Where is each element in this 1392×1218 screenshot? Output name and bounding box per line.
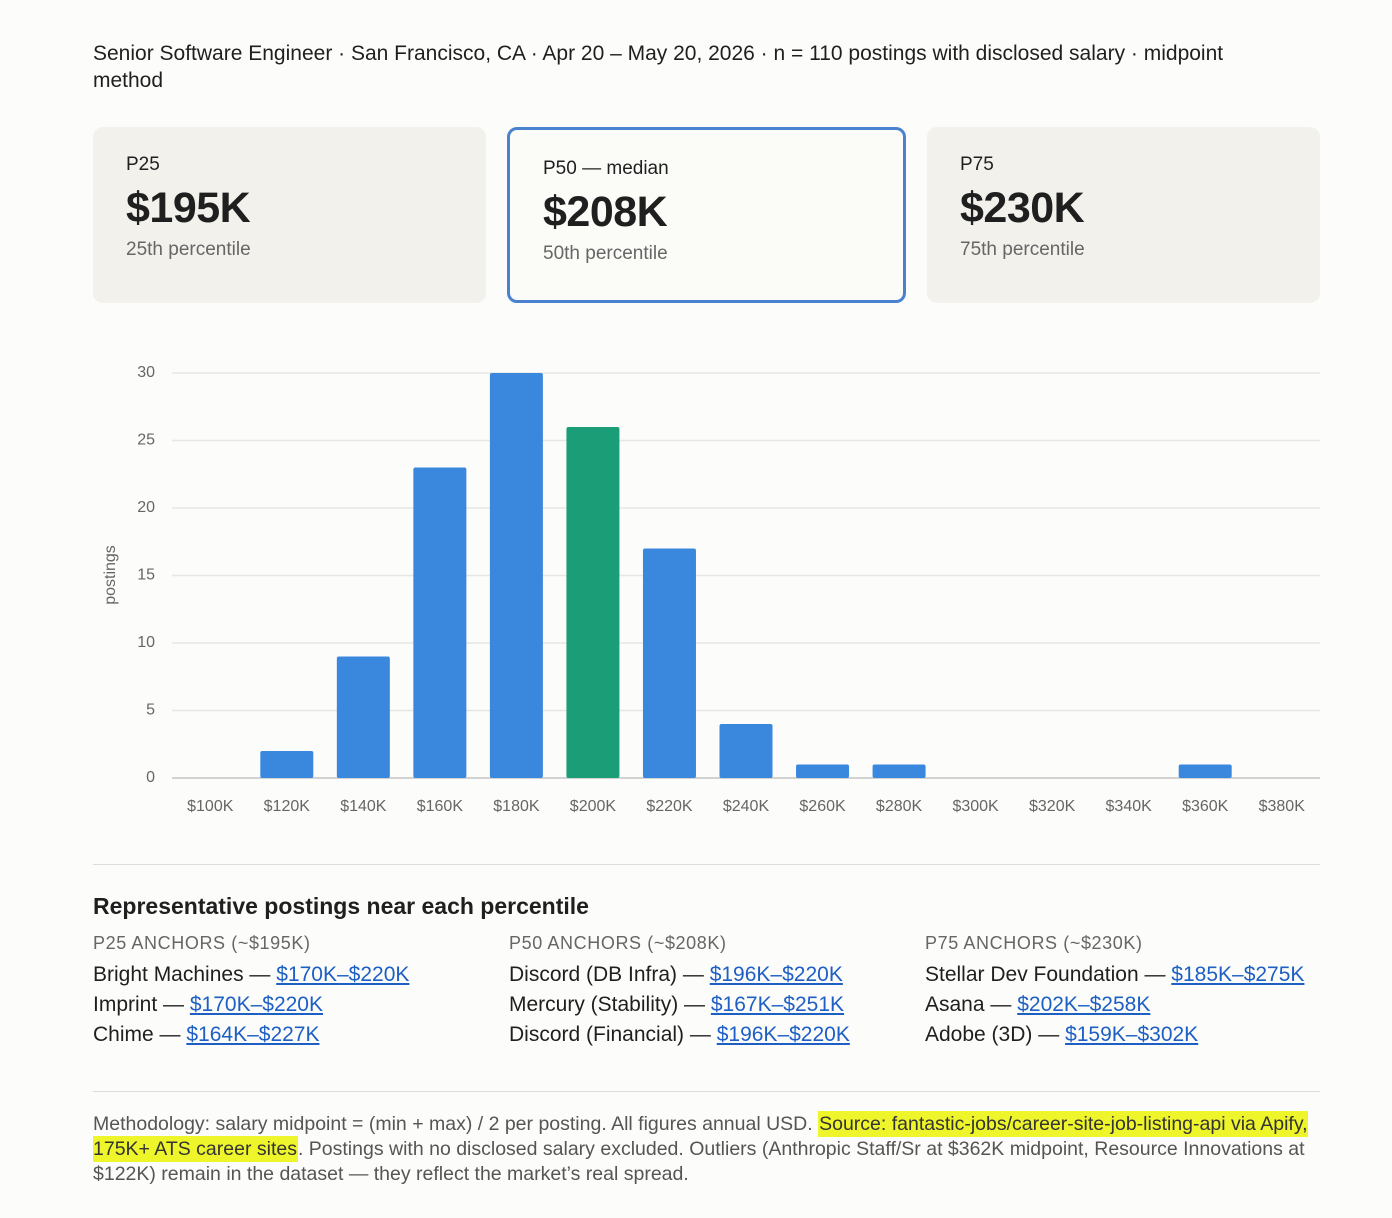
separator: — [1138, 963, 1172, 986]
card-value: $195K [126, 184, 251, 232]
card-caption: 75th percentile [960, 239, 1085, 260]
y-tick-label: 10 [137, 634, 155, 651]
card-value: $230K [960, 184, 1085, 232]
bar [642, 548, 696, 778]
posting-item: Mercury (Stability) — $167K–$251K [509, 990, 909, 1020]
card-label: P50 — median [543, 158, 669, 179]
x-tick-label: $160K [417, 798, 464, 815]
posting-item: Bright Machines — $170K–$220K [93, 960, 493, 990]
salary-link[interactable]: $167K–$251K [710, 993, 845, 1016]
x-tick-label: $100K [187, 798, 234, 815]
methodology-text: Methodology: salary midpoint = (min + ma… [93, 1113, 819, 1135]
company: Adobe (3D) [925, 1023, 1033, 1046]
company: Discord (DB Infra) [509, 963, 678, 986]
bar [489, 373, 543, 778]
y-tick-label: 15 [137, 567, 155, 584]
subtitle: Senior Software Engineer · San Francisco… [93, 42, 1224, 92]
card-label: P75 [960, 154, 994, 175]
bar [336, 656, 390, 778]
bar [872, 764, 926, 778]
posting-item: Discord (Financial) — $196K–$220K [509, 1020, 909, 1050]
y-tick-label: 5 [146, 702, 155, 719]
salary-link[interactable]: $196K–$220K [709, 963, 843, 986]
posting-column: P75 ANCHORS (~$230K) Stellar Dev Foundati… [925, 933, 1325, 1050]
x-tick-label: $300K [952, 798, 999, 815]
bar [796, 764, 850, 778]
divider [93, 864, 1320, 865]
company: Discord (Financial) [509, 1023, 685, 1046]
column-heading: P50 ANCHORS (~$208K) [509, 933, 727, 953]
y-tick-label: 20 [137, 499, 155, 516]
y-axis-label: postings [102, 545, 119, 605]
x-tick-label: $180K [493, 798, 540, 815]
bar [719, 724, 773, 778]
separator: — [243, 963, 277, 986]
posting-item: Adobe (3D) — $159K–$302K [925, 1020, 1325, 1050]
divider [93, 1091, 1320, 1092]
chart: 0 5 10 15 20 25 30 postings $100K $120K $140K $160K… [102, 364, 1320, 815]
x-tick-label: $320K [1029, 798, 1076, 815]
bar [566, 427, 620, 778]
x-tick-label: $220K [646, 798, 693, 815]
company: Asana [925, 993, 985, 1016]
section-title: Representative postings near each percen… [93, 893, 589, 919]
stat-cards: P25 $195K 25th percentile P50 — median $208K… [93, 127, 1320, 303]
company: Mercury (Stability) [509, 993, 679, 1016]
separator: — [678, 993, 711, 1016]
separator: — [153, 1023, 187, 1046]
separator: — [1032, 1023, 1066, 1046]
separator: — [684, 1023, 717, 1046]
bar [1178, 764, 1232, 778]
separator: — [677, 963, 710, 986]
card-caption: 25th percentile [126, 239, 251, 260]
posting-item: Asana — $202K–$258K [925, 990, 1325, 1020]
x-tick-label: $240K [723, 798, 770, 815]
company: Bright Machines [93, 963, 244, 986]
card-value: $208K [543, 188, 668, 236]
bar [413, 467, 467, 778]
x-tick-label: $340K [1106, 798, 1153, 815]
card-caption: 50th percentile [543, 243, 668, 264]
separator: — [984, 993, 1018, 1016]
posting-column: P25 ANCHORS (~$195K) Bright Machines — $1… [93, 933, 493, 1050]
salary-link[interactable]: $202K–$258K [1017, 993, 1151, 1016]
salary-link[interactable]: $164K–$227K [186, 1023, 320, 1046]
x-tick-label: $200K [570, 798, 617, 815]
posting-item: Discord (DB Infra) — $196K–$220K [509, 960, 909, 990]
stat-card: P75 $230K 75th percentile [927, 127, 1320, 303]
x-tick-label: $380K [1259, 798, 1306, 815]
posting-item: Chime — $164K–$227K [93, 1020, 493, 1050]
salary-link[interactable]: $170K–$220K [189, 993, 323, 1016]
salary-link[interactable]: $185K–$275K [1171, 963, 1305, 986]
methodology: Methodology: salary midpoint = (min + ma… [93, 1111, 1323, 1187]
company: Imprint [93, 993, 158, 1016]
salary-link[interactable]: $159K–$302K [1065, 1023, 1199, 1046]
stat-card: P50 — median $208K 50th percentile [507, 127, 906, 303]
x-tick-label: $360K [1182, 798, 1229, 815]
x-tick-label: $260K [799, 798, 846, 815]
separator: — [157, 993, 190, 1016]
methodology-text: . Postings with no disclosed salary excl… [93, 1138, 1305, 1185]
x-tick-label: $280K [876, 798, 923, 815]
bar [260, 751, 314, 778]
salary-link[interactable]: $196K–$220K [716, 1023, 850, 1046]
company: Stellar Dev Foundation [925, 963, 1139, 986]
x-tick-label: $140K [340, 798, 387, 815]
y-tick-label: 0 [146, 769, 155, 786]
posting-item: Imprint — $170K–$220K [93, 990, 493, 1020]
posting-item: Stellar Dev Foundation — $185K–$275K [925, 960, 1325, 990]
stat-card: P25 $195K 25th percentile [93, 127, 486, 303]
y-tick-label: 25 [137, 432, 155, 449]
column-heading: P75 ANCHORS (~$230K) [925, 933, 1143, 953]
posting-column: P50 ANCHORS (~$208K) Discord (DB Infra) —… [509, 933, 909, 1050]
x-tick-label: $120K [264, 798, 311, 815]
company: Chime [93, 1023, 154, 1046]
column-heading: P25 ANCHORS (~$195K) [93, 933, 311, 953]
y-tick-label: 30 [137, 364, 155, 381]
salary-link[interactable]: $170K–$220K [276, 963, 410, 986]
card-label: P25 [126, 154, 160, 175]
